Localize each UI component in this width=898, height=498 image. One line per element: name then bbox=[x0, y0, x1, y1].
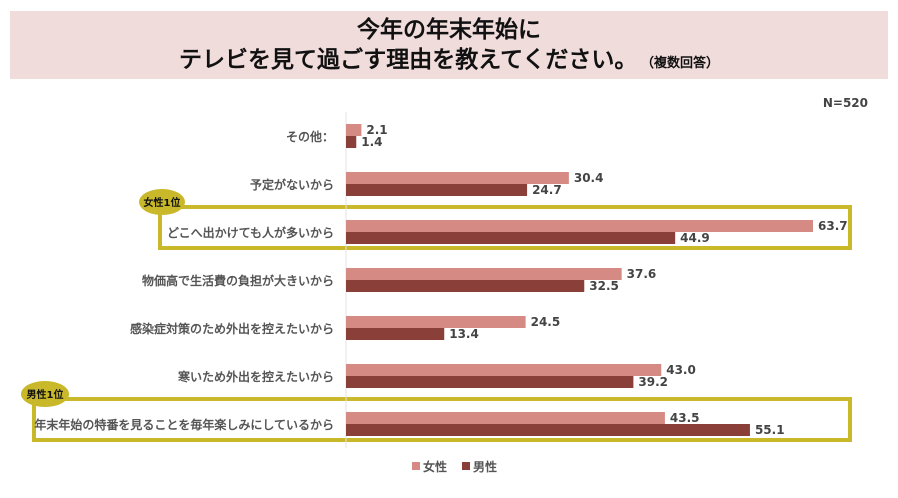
chart-title-line2: テレビを見て過ごす理由を教えてください。 （複数回答） bbox=[10, 45, 888, 79]
bar-female bbox=[346, 268, 622, 280]
bar-female bbox=[346, 364, 662, 376]
data-label: 1.4 bbox=[361, 135, 382, 149]
category-label: 感染症対策のため外出を控えたいから bbox=[130, 321, 334, 336]
sample-size: N=520 bbox=[822, 96, 868, 110]
highlight-badge bbox=[139, 189, 185, 215]
data-label: 37.6 bbox=[627, 267, 657, 281]
bar-female bbox=[346, 124, 362, 136]
data-label: 30.4 bbox=[574, 171, 604, 185]
title-note: （複数回答） bbox=[647, 56, 719, 71]
legend-label: 男性 bbox=[473, 459, 497, 474]
data-label: 32.5 bbox=[589, 279, 619, 293]
category-label: 寒いため外出を控えたいから bbox=[177, 369, 334, 384]
highlight-badge bbox=[21, 381, 69, 407]
data-label: 63.7 bbox=[818, 219, 848, 233]
data-label: 13.4 bbox=[449, 327, 479, 341]
bar-female bbox=[346, 172, 569, 184]
bar-male bbox=[346, 280, 585, 292]
bar-male bbox=[346, 424, 750, 436]
data-label: 24.5 bbox=[531, 315, 561, 329]
title-banner: 今年の年末年始に テレビを見て過ごす理由を教えてください。 （複数回答） bbox=[10, 11, 888, 79]
category-label: どこへ出かけても人が多いから bbox=[167, 225, 334, 240]
bar-male bbox=[346, 328, 445, 340]
bar-female bbox=[346, 316, 526, 328]
category-label: その他： bbox=[286, 129, 334, 144]
legend-label: 女性 bbox=[423, 459, 447, 474]
category-label: 年末年始の特番を見ることを毎年楽しみにしているから bbox=[34, 417, 334, 432]
data-label: 24.7 bbox=[532, 183, 562, 197]
bar-male bbox=[346, 136, 357, 148]
bar-female bbox=[346, 220, 813, 232]
data-label: 43.5 bbox=[670, 411, 700, 425]
bar-male bbox=[346, 232, 676, 244]
data-label: 55.1 bbox=[755, 423, 785, 437]
highlight-badge-label: 女性1位 bbox=[144, 196, 181, 209]
highlight-box bbox=[158, 205, 852, 250]
title-text: テレビを見て過ごす理由を教えてください。 bbox=[179, 47, 638, 73]
highlight-badge-label: 男性1位 bbox=[27, 388, 64, 401]
data-label: 43.0 bbox=[666, 363, 696, 377]
legend-swatch bbox=[412, 462, 420, 470]
category-label: 物価高で生活費の負担が大きいから bbox=[142, 273, 334, 288]
bar-female bbox=[346, 412, 665, 424]
chart-title-line1: 今年の年末年始に bbox=[357, 17, 541, 43]
legend-swatch bbox=[462, 462, 470, 470]
data-label: 39.2 bbox=[638, 375, 668, 389]
bar-male bbox=[346, 184, 528, 196]
highlight-box bbox=[32, 397, 852, 442]
data-label: 2.1 bbox=[366, 123, 387, 137]
category-label: 予定がないから bbox=[250, 177, 334, 192]
bar-male bbox=[346, 376, 634, 388]
data-label: 44.9 bbox=[680, 231, 710, 245]
